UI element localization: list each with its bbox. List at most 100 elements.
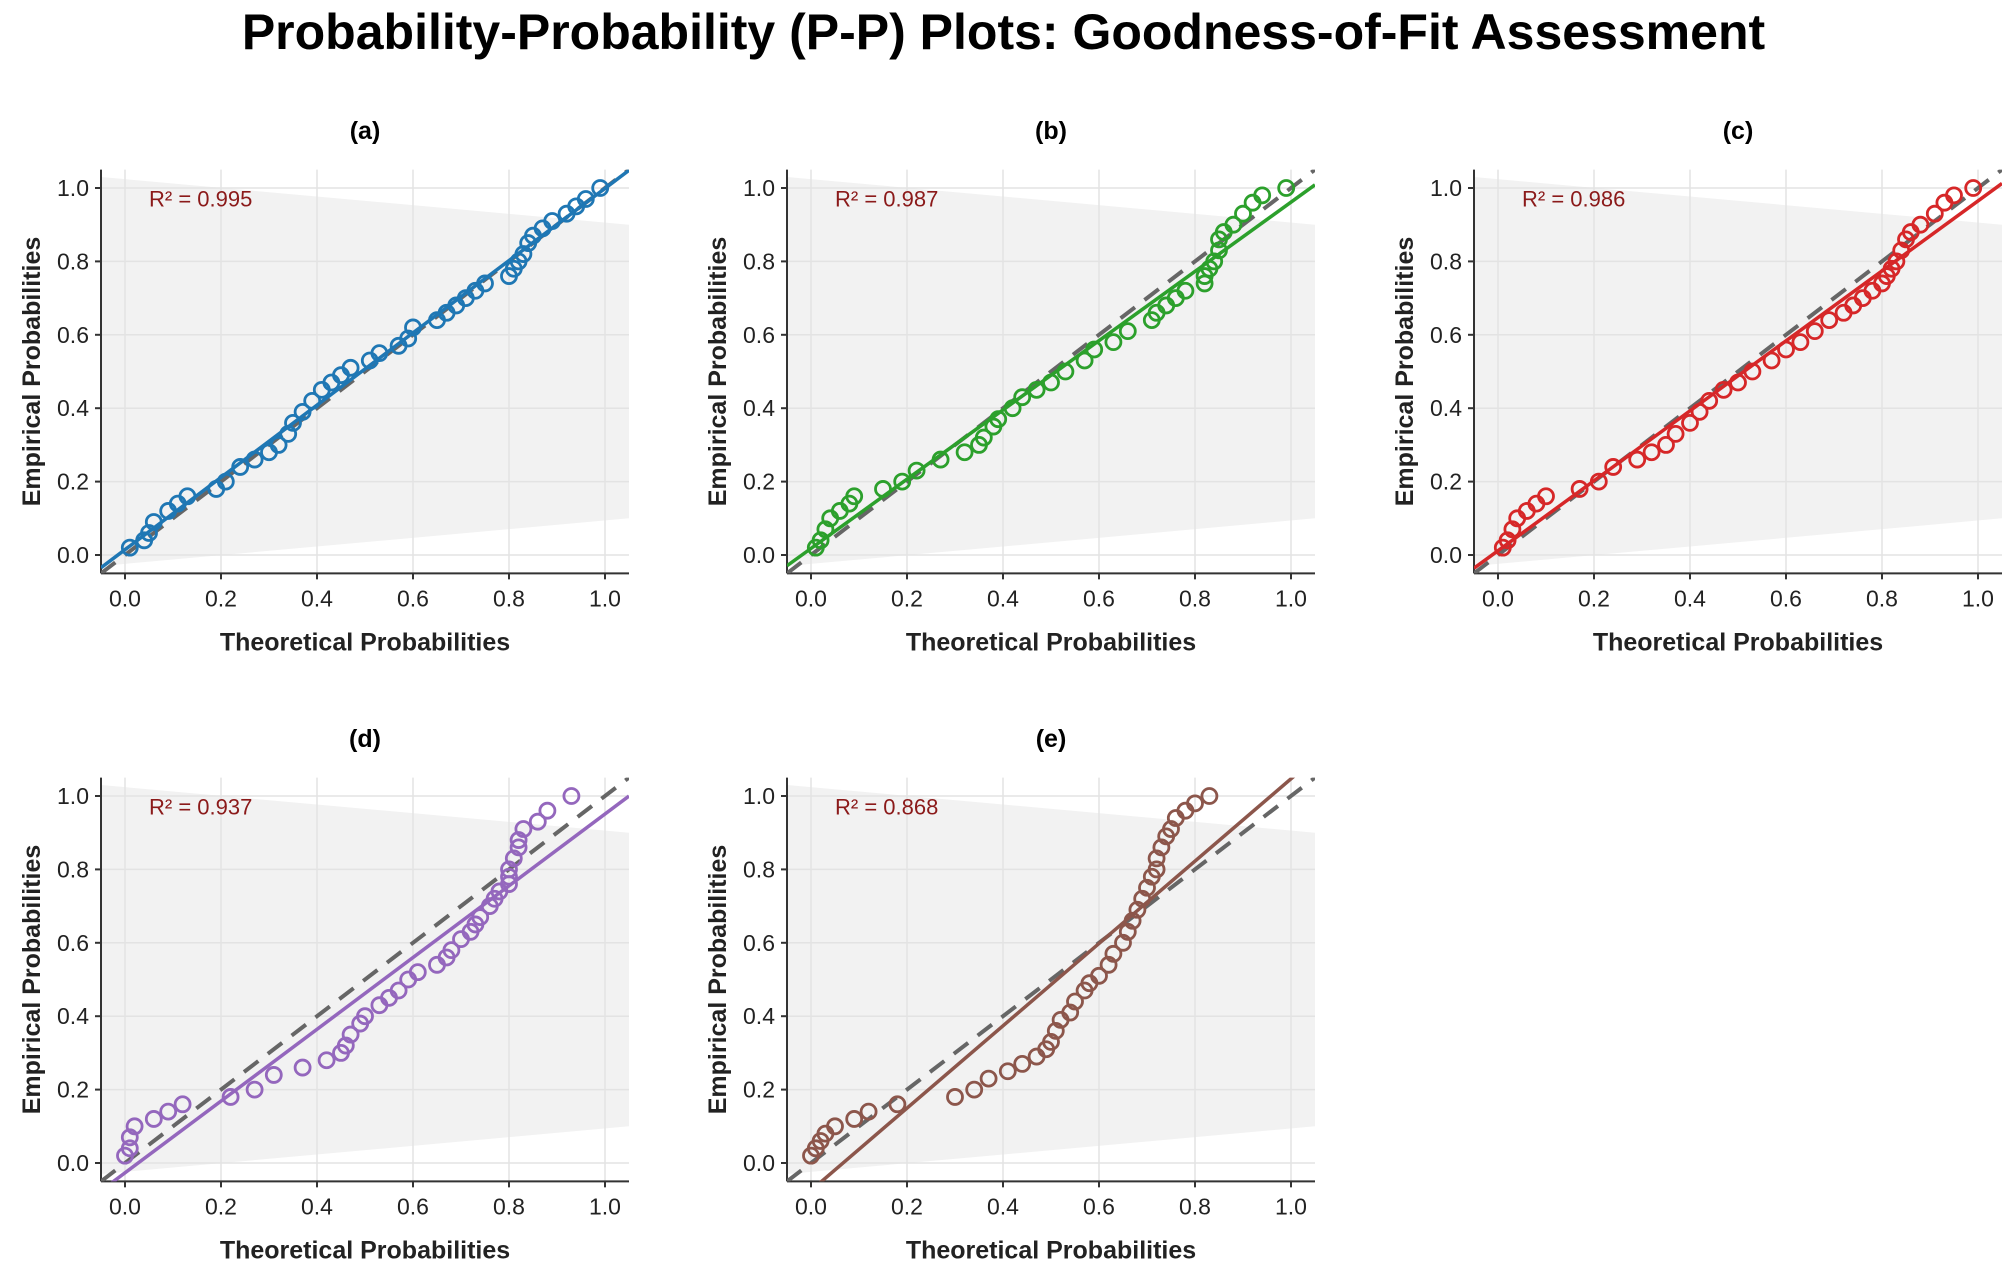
data-point: [1013, 388, 1032, 407]
data-point: [293, 402, 312, 421]
data-point: [528, 812, 547, 831]
data-point: [404, 318, 422, 337]
data-point: [1104, 944, 1123, 963]
data-point: [1887, 252, 1906, 271]
y-tick-label: 0.0: [1430, 542, 1462, 568]
data-point: [591, 179, 610, 197]
data-point: [1234, 204, 1252, 223]
data-point: [1690, 402, 1709, 421]
y-tick-label: 0.4: [57, 395, 89, 421]
x-axis-label: Theoretical Probabilities: [1593, 628, 1883, 656]
y-axis-label: Empirical Probabilities: [1391, 237, 1419, 507]
panel-title: (e): [1036, 725, 1067, 753]
x-tick-label: 0.6: [1083, 1193, 1115, 1219]
data-point: [500, 860, 518, 879]
x-tick-label: 1.0: [1275, 1193, 1307, 1219]
data-point: [989, 410, 1008, 429]
data-point: [216, 472, 235, 491]
data-point: [1681, 413, 1699, 432]
y-tick-label: 1.0: [1430, 175, 1462, 201]
x-tick-label: 1.0: [589, 585, 621, 611]
data-point: [1147, 860, 1166, 879]
data-point: [893, 472, 912, 491]
data-point: [1066, 992, 1084, 1011]
data-point: [1498, 531, 1517, 550]
data-point: [1133, 889, 1152, 908]
data-point: [1162, 820, 1180, 838]
grid: [787, 777, 1315, 1182]
y-axis-label: Empirical Probabilities: [704, 845, 732, 1115]
data-point: [370, 344, 389, 363]
x-tick-label: 0.6: [397, 585, 429, 611]
data-point: [543, 212, 562, 230]
y-tick-label: 1.0: [57, 783, 89, 809]
y-tick-label: 0.2: [57, 469, 89, 495]
y-tick-label: 0.0: [743, 1150, 775, 1176]
x-tick-label: 0.4: [301, 1193, 333, 1219]
y-tick-label: 0.0: [743, 542, 775, 568]
data-points: [120, 179, 610, 557]
data-point: [974, 428, 993, 447]
y-tick-label: 0.4: [743, 395, 775, 421]
data-point: [341, 358, 360, 377]
data-point: [1277, 179, 1296, 197]
data-point: [1666, 424, 1685, 443]
r2-annotation: R² = 0.987: [835, 186, 938, 211]
data-point: [173, 1095, 192, 1114]
data-point: [442, 941, 461, 960]
data-point: [500, 867, 518, 886]
data-point: [859, 1102, 878, 1121]
data-point: [269, 435, 288, 454]
data-point: [1628, 450, 1647, 469]
y-tick-label: 0.6: [743, 322, 775, 348]
data-point: [1925, 204, 1944, 223]
data-points: [802, 787, 1219, 1165]
data-point: [826, 1117, 844, 1136]
reference-line: [101, 777, 629, 1182]
y-tick-label: 0.6: [57, 322, 89, 348]
data-point: [293, 1058, 312, 1077]
data-point: [562, 787, 581, 805]
chart-main-title: Probability-Probability (P-P) Plots: Goo…: [241, 4, 1766, 60]
data-point: [965, 1080, 984, 1099]
data-point: [514, 820, 533, 838]
grid: [101, 777, 629, 1182]
y-tick-label: 0.4: [743, 1003, 775, 1029]
data-point: [1085, 340, 1104, 359]
data-point: [144, 513, 163, 531]
data-point: [1791, 333, 1810, 352]
data-point: [538, 801, 557, 820]
data-point: [1642, 443, 1661, 462]
r2-annotation: R² = 0.937: [149, 794, 252, 819]
data-point: [1777, 340, 1795, 359]
data-point: [178, 487, 197, 506]
y-tick-label: 1.0: [57, 175, 89, 201]
y-tick-label: 0.0: [57, 1150, 89, 1176]
x-axis-label: Theoretical Probabilities: [220, 628, 510, 656]
data-point: [1964, 179, 1983, 197]
data-point: [907, 461, 926, 480]
data-point: [317, 1051, 336, 1070]
x-tick-label: 0.4: [301, 585, 333, 611]
data-point: [125, 1117, 144, 1136]
x-tick-label: 0.8: [1179, 585, 1211, 611]
x-tick-label: 0.6: [1770, 585, 1802, 611]
x-tick-label: 0.0: [795, 585, 827, 611]
data-point: [509, 838, 528, 857]
data-point: [1013, 1055, 1032, 1073]
data-point: [1152, 838, 1171, 857]
data-point: [389, 981, 408, 1000]
x-tick-label: 0.8: [1179, 1193, 1211, 1219]
pp-panel-5: 0.0 0.2 0.4 0.6 0.8 1.0 0.0 0.2 0.4 0.6 0.8 1.0 R² =…: [704, 725, 1315, 1264]
data-point: [504, 849, 523, 868]
x-tick-label: 0.2: [891, 585, 923, 611]
data-point: [845, 487, 864, 506]
data-point: [1123, 911, 1142, 930]
data-point: [1762, 351, 1781, 370]
y-tick-label: 0.8: [57, 856, 89, 882]
data-point: [931, 450, 950, 469]
data-point: [1820, 311, 1839, 330]
x-tick-label: 0.6: [1083, 585, 1115, 611]
data-point: [514, 245, 533, 263]
